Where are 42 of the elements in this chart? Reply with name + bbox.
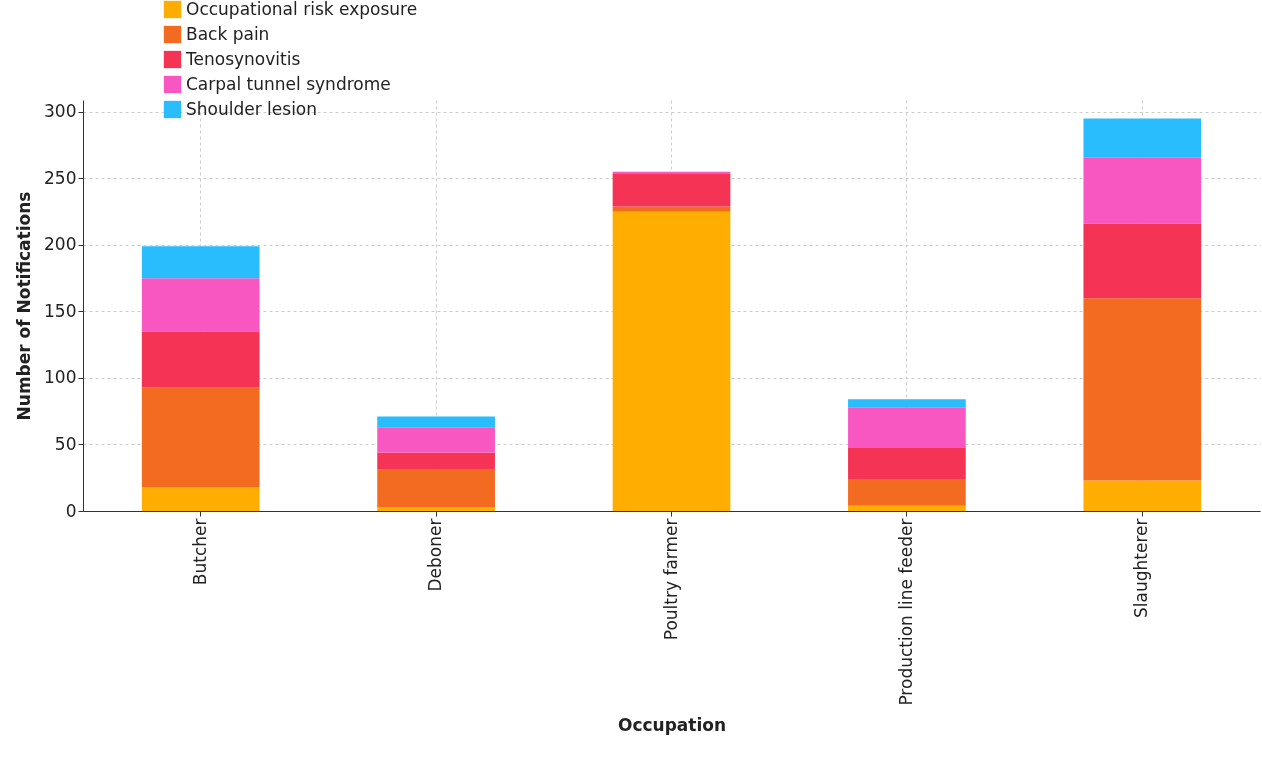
legend-label: Shoulder lesion — [186, 98, 318, 119]
y-tick-label: 50 — [54, 434, 77, 454]
x-tick-label: Butcher — [189, 518, 210, 586]
bar — [848, 447, 966, 480]
y-axis-title: Number of Notifications — [14, 191, 35, 421]
legend-label: Occupational risk exposure — [186, 0, 418, 19]
x-axis-title: Occupation — [617, 714, 727, 735]
bar — [377, 507, 495, 511]
bar — [1083, 118, 1202, 158]
bar — [141, 331, 260, 388]
bar — [1083, 298, 1202, 481]
x-tick-label: Slaughterer — [1131, 518, 1152, 618]
bar — [377, 427, 495, 453]
legend-label: Back pain — [186, 23, 270, 44]
x-tick-label: Poultry farmer — [660, 518, 681, 641]
bar — [141, 487, 260, 511]
bar — [377, 416, 495, 428]
x-tick-label: Production line feeder — [895, 518, 916, 706]
bar — [1083, 157, 1202, 224]
bar — [377, 452, 495, 470]
y-tick-label: 100 — [44, 367, 77, 388]
bar — [141, 278, 260, 332]
x-tick-label: Deboner — [425, 518, 446, 592]
bar — [612, 206, 731, 212]
y-tick-label: 250 — [44, 167, 77, 188]
bar — [612, 173, 731, 207]
legend-label: Carpal tunnel syndrome — [186, 73, 391, 94]
bar — [141, 246, 260, 279]
bar — [848, 505, 966, 511]
bar — [848, 407, 966, 448]
y-tick-label: 200 — [44, 234, 77, 255]
bar — [848, 399, 966, 408]
bar — [848, 479, 966, 506]
bar — [1083, 480, 1202, 511]
bar — [1083, 223, 1202, 299]
legend-label: Tenosynovitis — [185, 48, 301, 69]
y-tick-label: 300 — [44, 101, 77, 122]
y-tick-label: 150 — [44, 300, 77, 321]
bar — [377, 469, 495, 508]
bar — [612, 211, 731, 511]
bar — [141, 387, 260, 488]
y-tick-label: 0 — [65, 500, 77, 521]
